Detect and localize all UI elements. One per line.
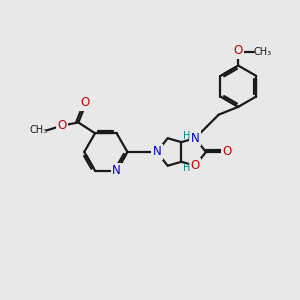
Text: N: N <box>112 164 121 177</box>
Text: N: N <box>191 132 200 145</box>
Text: CH₃: CH₃ <box>254 47 272 57</box>
Text: O: O <box>222 146 231 158</box>
Text: O: O <box>81 96 90 109</box>
Text: H: H <box>183 163 190 173</box>
Text: H: H <box>183 131 190 141</box>
Text: N: N <box>152 146 161 158</box>
Text: O: O <box>57 119 66 132</box>
Text: CH₃: CH₃ <box>29 125 47 135</box>
Text: O: O <box>190 159 200 172</box>
Text: O: O <box>234 44 243 57</box>
